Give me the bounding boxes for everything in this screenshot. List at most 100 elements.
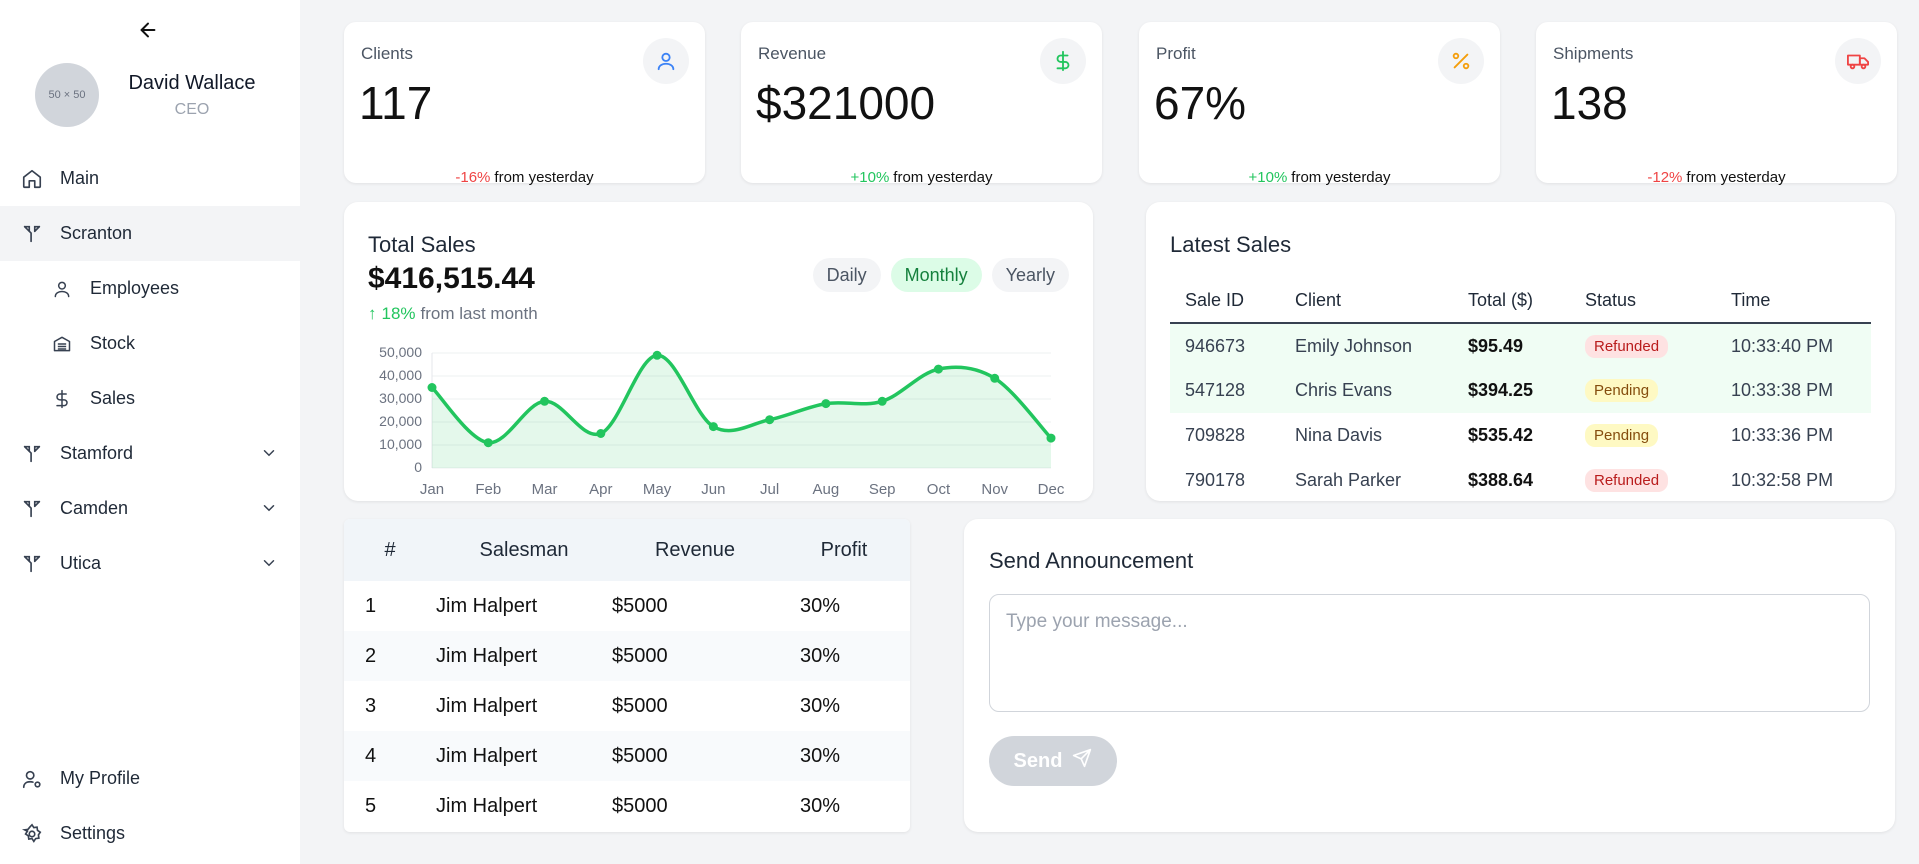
data-point[interactable]	[821, 399, 831, 409]
total-sales-value: $416,515.44	[368, 262, 535, 295]
x-tick-label: Dec	[1038, 481, 1065, 498]
stat-change-suffix: from yesterday	[1291, 169, 1391, 186]
period-yearly-button[interactable]: Yearly	[991, 258, 1069, 292]
stat-value: 138	[1551, 77, 1628, 129]
sidebar-item-label: My Profile	[60, 768, 141, 788]
table-row: 4 Jim Halpert $5000 30%	[344, 731, 910, 781]
salesman-name: Jim Halpert	[436, 731, 612, 781]
data-point[interactable]	[708, 422, 718, 432]
sale-total: $535.42	[1468, 425, 1534, 445]
sale-id: 790178	[1185, 470, 1246, 490]
rank: 2	[344, 631, 436, 681]
gear-icon	[20, 822, 44, 846]
stat-change-percent: -12%	[1647, 169, 1683, 186]
stat-change: +10% from yesterday	[741, 169, 1102, 186]
x-tick-label: Oct	[927, 481, 951, 498]
table-row: 709828 Nina Davis $535.42 Pending 10:33:…	[1170, 413, 1871, 458]
data-point[interactable]	[483, 438, 493, 448]
x-tick-label: Sep	[869, 481, 896, 498]
data-point[interactable]	[540, 396, 550, 406]
user-profile: 50 × 50 David Wallace CEO	[35, 63, 267, 127]
salesman-name: Jim Halpert	[436, 594, 538, 617]
sidebar-item-stamford[interactable]: Stamford	[0, 426, 300, 481]
x-tick-label: Feb	[475, 481, 501, 498]
status-badge: Refunded	[1585, 334, 1669, 358]
sidebar-item-main[interactable]: Main	[0, 151, 300, 206]
stat-card-revenue: Revenue $321000 +10% from yesterday	[741, 22, 1102, 186]
sale-time: 10:33:40 PM	[1716, 323, 1871, 368]
announcement-message-input[interactable]	[989, 594, 1870, 712]
y-tick-label: 50,000	[379, 344, 422, 360]
sidebar-item-settings[interactable]: Settings	[0, 806, 300, 861]
chevron-down-icon[interactable]	[260, 554, 278, 572]
sidebar-item-utica[interactable]: Utica	[0, 536, 300, 591]
sidebar-item-label: Main	[60, 168, 100, 188]
send-button[interactable]: Send	[989, 736, 1117, 786]
stat-label: Shipments	[1553, 44, 1634, 63]
sidebar-item-sales[interactable]: Sales	[0, 371, 300, 426]
stat-change-suffix: from yesterday	[1686, 169, 1786, 186]
sale-total: $388.64	[1468, 470, 1534, 490]
table-row: 790178 Sarah Parker $388.64 Refunded 10:…	[1170, 458, 1871, 501]
stat-label: Revenue	[758, 44, 827, 63]
sidebar-item-stock[interactable]: Stock	[0, 316, 300, 371]
salesman-revenue: $5000	[612, 731, 778, 781]
column-header: Total ($)	[1453, 278, 1570, 324]
data-point[interactable]	[427, 383, 437, 392]
column-header: Client	[1280, 278, 1453, 324]
column-header: Revenue	[612, 519, 778, 581]
rank: 5	[365, 794, 377, 817]
sidebar-item-my-profile[interactable]: My Profile	[0, 751, 300, 806]
sidebar-item-camden[interactable]: Camden	[0, 481, 300, 536]
x-tick-label: Nov	[981, 481, 1008, 498]
sidebar-item-scranton[interactable]: Scranton	[0, 206, 300, 261]
period-daily-button[interactable]: Daily	[812, 258, 881, 292]
stat-change: -12% from yesterday	[1536, 169, 1897, 186]
sale-time: 10:33:38 PM	[1716, 368, 1871, 413]
user-icon	[50, 277, 74, 301]
user-settings-icon	[20, 767, 44, 791]
send-button-label: Send	[1013, 749, 1063, 772]
data-point[interactable]	[933, 364, 943, 374]
salesman-revenue: $5000	[612, 794, 668, 817]
period-monthly-button[interactable]: Monthly	[890, 258, 982, 292]
avatar: 50 × 50	[35, 63, 99, 127]
stat-label: Clients	[361, 44, 413, 63]
data-point[interactable]	[877, 396, 887, 406]
chevron-down-icon[interactable]	[260, 444, 278, 462]
total-sales-title: Total Sales	[368, 232, 476, 257]
chevron-down-icon[interactable]	[260, 499, 278, 517]
salesman-revenue: $5000	[612, 631, 778, 681]
stat-change-suffix: from yesterday	[494, 169, 594, 186]
stat-value: 67%	[1154, 77, 1247, 129]
column-header: Status	[1570, 278, 1716, 324]
data-point[interactable]	[596, 429, 606, 438]
column-header: Profit	[778, 519, 910, 581]
data-point[interactable]	[765, 415, 775, 425]
salesman-table: # Salesman Revenue Profit 1 Jim Halpert …	[344, 519, 910, 831]
stat-label: Profit	[1156, 44, 1196, 63]
sidebar-item-employees[interactable]: Employees	[0, 261, 300, 316]
salesman-ranking-card: # Salesman Revenue Profit 1 Jim Halpert …	[344, 519, 910, 832]
sidebar-bottom-nav: My Profile Settings	[0, 751, 300, 861]
sidebar-nav: Main Scranton Employees Stock Sales Stam…	[0, 151, 300, 591]
data-point[interactable]	[652, 350, 662, 360]
growth-suffix: from last month	[420, 304, 538, 323]
x-tick-label: Mar	[532, 481, 558, 498]
data-point[interactable]	[1046, 433, 1056, 443]
total-sales-growth: ↑ 18% from last month	[368, 304, 538, 324]
column-header: Time	[1716, 278, 1871, 324]
y-tick-label: 20,000	[379, 413, 422, 429]
stat-change-suffix: from yesterday	[893, 169, 993, 186]
user-icon	[643, 38, 689, 84]
x-tick-label: Apr	[589, 481, 612, 498]
sale-total: $394.25	[1453, 368, 1570, 413]
client-name: Sarah Parker	[1295, 470, 1402, 490]
salesman-profit: 30%	[778, 631, 910, 681]
percent-icon	[1438, 38, 1484, 84]
sidebar-item-label: Stamford	[60, 443, 134, 463]
stat-value: 117	[359, 77, 433, 129]
back-arrow-icon[interactable]	[134, 16, 162, 44]
sale-id: 946673	[1170, 323, 1280, 368]
data-point[interactable]	[990, 373, 1000, 383]
